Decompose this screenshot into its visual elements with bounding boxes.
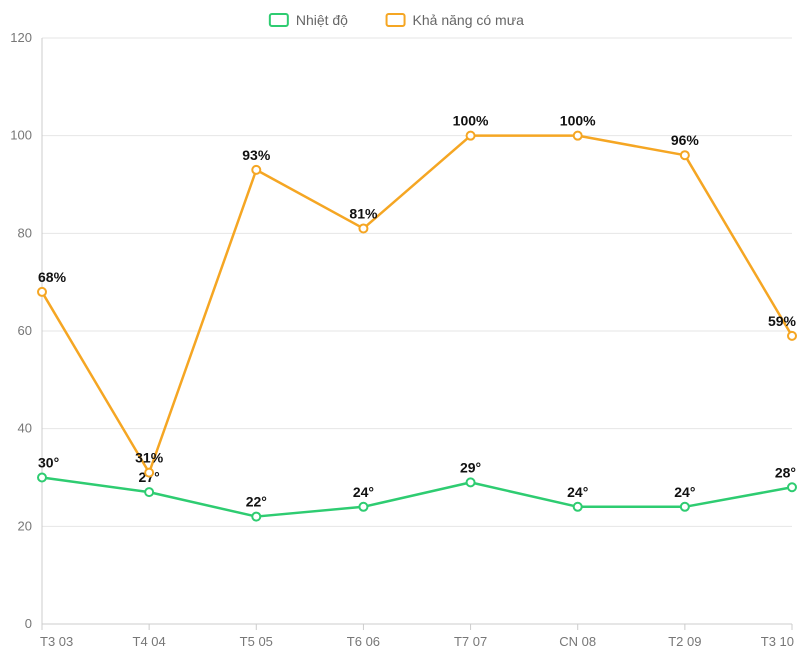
y-tick-label: 60 bbox=[18, 323, 32, 338]
y-tick-label: 120 bbox=[10, 30, 32, 45]
series-marker-rain bbox=[145, 469, 153, 477]
y-tick-label: 20 bbox=[18, 518, 32, 533]
series-marker-temp bbox=[681, 503, 689, 511]
series-marker-rain bbox=[788, 332, 796, 340]
y-tick-label: 100 bbox=[10, 128, 32, 143]
x-tick-label: T4 04 bbox=[133, 634, 166, 649]
value-label-rain: 100% bbox=[560, 113, 596, 129]
value-label-rain: 81% bbox=[349, 205, 378, 221]
value-label-temp: 24° bbox=[567, 484, 588, 500]
y-tick-label: 80 bbox=[18, 225, 32, 240]
legend-label[interactable]: Nhiệt độ bbox=[296, 12, 348, 28]
value-label-rain: 93% bbox=[242, 147, 271, 163]
value-label-temp: 28° bbox=[775, 464, 796, 480]
y-tick-label: 0 bbox=[25, 616, 32, 631]
x-tick-label: T2 09 bbox=[668, 634, 701, 649]
value-label-rain: 96% bbox=[671, 132, 700, 148]
x-tick-label: CN 08 bbox=[559, 634, 596, 649]
value-label-rain: 100% bbox=[453, 113, 489, 129]
series-marker-rain bbox=[252, 166, 260, 174]
legend-marker[interactable] bbox=[387, 14, 405, 26]
legend-marker[interactable] bbox=[270, 14, 288, 26]
x-tick-label: T5 05 bbox=[240, 634, 273, 649]
series-marker-temp bbox=[467, 478, 475, 486]
value-label-temp: 30° bbox=[38, 455, 59, 471]
value-label-temp: 24° bbox=[353, 484, 374, 500]
x-tick-label: T7 07 bbox=[454, 634, 487, 649]
value-label-temp: 24° bbox=[674, 484, 695, 500]
value-label-rain: 59% bbox=[768, 313, 797, 329]
value-label-rain: 68% bbox=[38, 269, 67, 285]
x-tick-label: T3 10 bbox=[761, 634, 794, 649]
weather-chart: 0 20 40 60 80 100 120 T3 03 T4 04 T5 05 T6 06 T7 07… bbox=[0, 0, 800, 654]
chart-svg: 0 20 40 60 80 100 120 T3 03 T4 04 T5 05 T6 06 T7 07… bbox=[0, 0, 800, 654]
value-label-temp: 29° bbox=[460, 459, 481, 475]
x-tick-label: T3 03 bbox=[40, 634, 73, 649]
value-label-rain: 31% bbox=[135, 450, 164, 466]
series-marker-temp bbox=[788, 483, 796, 491]
series-marker-rain bbox=[681, 151, 689, 159]
series-marker-temp bbox=[38, 474, 46, 482]
y-tick-label: 40 bbox=[18, 421, 32, 436]
series-marker-rain bbox=[359, 224, 367, 232]
series-marker-temp bbox=[574, 503, 582, 511]
series-marker-rain bbox=[574, 132, 582, 140]
series-marker-temp bbox=[252, 513, 260, 521]
legend-label[interactable]: Khả năng có mưa bbox=[413, 12, 525, 28]
series-marker-temp bbox=[359, 503, 367, 511]
series-marker-rain bbox=[38, 288, 46, 296]
series-marker-temp bbox=[145, 488, 153, 496]
value-label-temp: 22° bbox=[246, 494, 267, 510]
series-marker-rain bbox=[467, 132, 475, 140]
x-tick-label: T6 06 bbox=[347, 634, 380, 649]
